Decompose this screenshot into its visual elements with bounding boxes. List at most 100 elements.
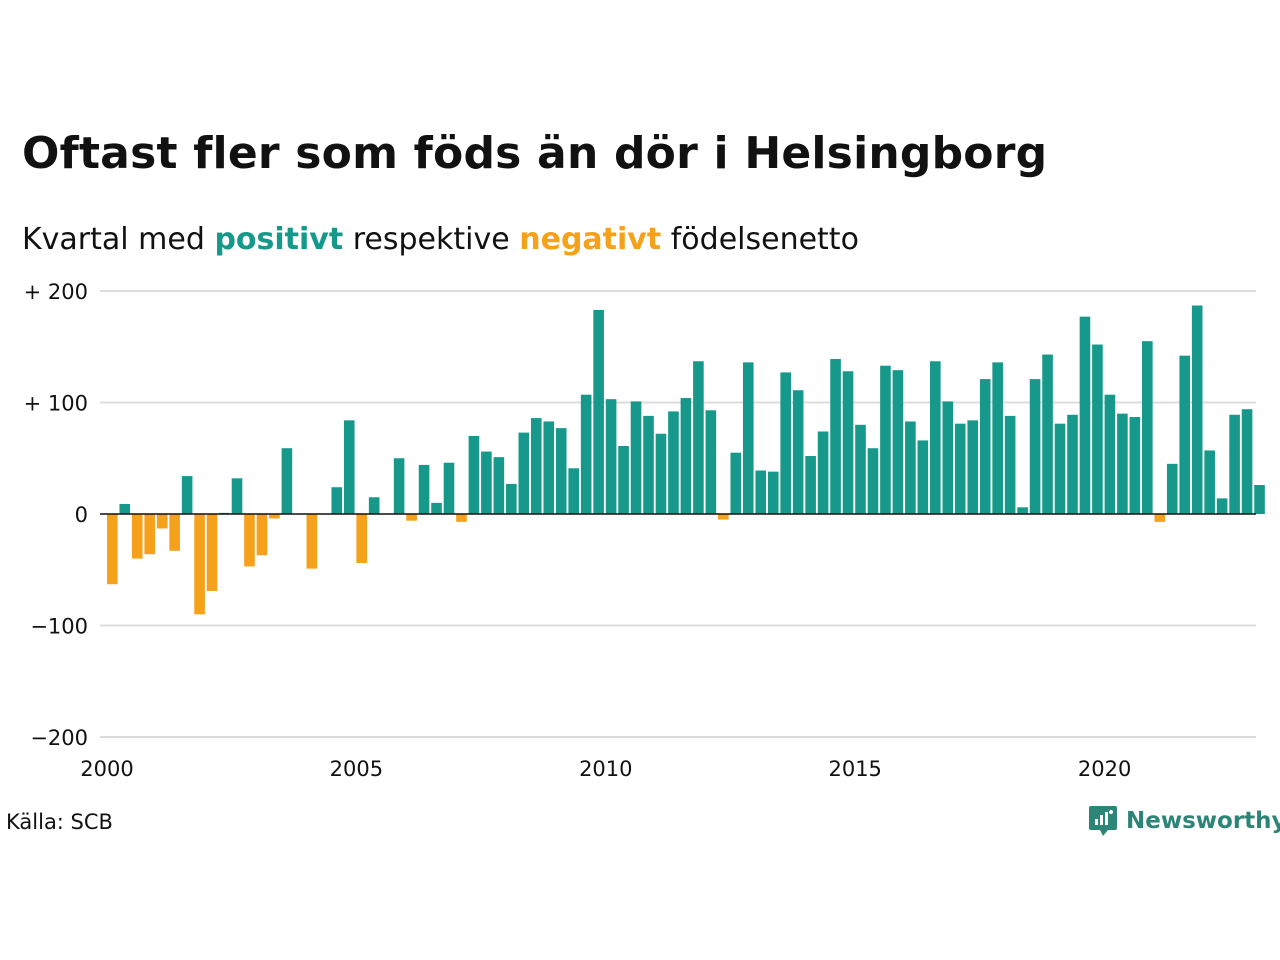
bar — [244, 514, 255, 567]
bar — [169, 514, 180, 551]
chart-subtitle: Kvartal med positivt respektive negativt… — [22, 222, 859, 257]
bar — [1204, 450, 1215, 514]
bar — [418, 464, 430, 514]
bar — [543, 421, 555, 514]
bar — [817, 431, 829, 514]
bar — [1104, 394, 1116, 514]
bar — [954, 423, 966, 514]
bar — [493, 457, 505, 514]
newsworthy-logo-icon — [1089, 806, 1117, 836]
bar — [693, 361, 704, 514]
bar — [107, 514, 118, 585]
subtitle-positive-word: positivt — [214, 222, 344, 257]
bar — [331, 487, 343, 514]
bar — [144, 514, 156, 555]
bar — [1166, 463, 1178, 514]
bar — [855, 424, 866, 514]
bar — [443, 462, 455, 514]
bar-chart: + 200 + 100 0 −100 −200 2000 2005 2010 2015 2020 — [24, 280, 1265, 781]
bar — [967, 420, 979, 514]
bar — [917, 440, 929, 514]
bar — [718, 514, 729, 520]
bar — [905, 421, 916, 514]
subtitle-prefix: Kvartal med — [22, 222, 205, 257]
bar — [1241, 409, 1253, 514]
bar — [1216, 498, 1228, 514]
bar — [1042, 354, 1053, 514]
bar — [742, 362, 754, 514]
bar — [1054, 423, 1066, 514]
bar — [680, 398, 692, 514]
bar — [306, 514, 318, 569]
bar — [830, 359, 841, 514]
bar — [456, 514, 467, 522]
bar — [867, 448, 879, 514]
bar — [1154, 514, 1166, 522]
x-tick-label: 2005 — [330, 757, 383, 781]
bar — [131, 514, 143, 559]
x-tick-label: 2020 — [1078, 757, 1131, 781]
x-tick-label: 2000 — [80, 757, 133, 781]
bar — [256, 514, 268, 556]
brand-logo: Newsworthy — [1088, 804, 1280, 838]
bar — [1079, 316, 1091, 514]
bar — [568, 468, 579, 514]
bar — [1092, 344, 1103, 514]
bar — [792, 390, 804, 514]
bar — [880, 365, 891, 514]
y-tick-label: −200 — [30, 726, 88, 750]
bar — [593, 309, 604, 514]
bar — [431, 502, 442, 514]
bar — [842, 371, 854, 514]
bar — [1017, 507, 1028, 514]
bar — [194, 514, 205, 615]
bar — [406, 514, 417, 521]
bar — [231, 478, 243, 514]
bar — [1191, 305, 1203, 514]
y-tick-label: + 200 — [24, 280, 88, 304]
chart-title: Oftast fler som föds än dör i Helsingbor… — [22, 128, 1048, 179]
bar — [979, 379, 991, 514]
bar — [1142, 341, 1153, 514]
bar — [156, 514, 168, 529]
bar — [269, 514, 280, 519]
bar — [755, 470, 767, 514]
bar — [518, 432, 530, 514]
bar — [468, 435, 480, 514]
bar — [655, 433, 667, 514]
bar — [780, 372, 791, 514]
bar — [181, 476, 193, 514]
bar — [530, 418, 542, 514]
bar — [1067, 414, 1078, 514]
subtitle-middle: respektive — [352, 222, 510, 257]
bar — [506, 483, 517, 514]
bar — [281, 448, 293, 514]
bar — [481, 451, 492, 514]
bar — [805, 456, 816, 514]
bar — [767, 471, 779, 514]
bar — [942, 401, 954, 514]
bar — [730, 452, 742, 514]
source-note: Källa: SCB — [6, 810, 113, 834]
y-tick-label: −100 — [30, 615, 88, 639]
bar — [356, 514, 367, 564]
bar — [618, 445, 629, 514]
bar — [1117, 413, 1128, 514]
bar — [668, 411, 679, 514]
bar — [1129, 416, 1141, 514]
y-tick-label: 0 — [75, 503, 88, 527]
brand-name: Newsworthy — [1126, 808, 1280, 834]
bar — [605, 399, 617, 514]
bar — [705, 410, 717, 514]
bar — [119, 503, 131, 514]
bar — [343, 420, 355, 514]
bar — [630, 401, 642, 514]
x-tick-label: 2015 — [828, 757, 881, 781]
bar — [555, 428, 567, 514]
bar — [206, 514, 218, 591]
x-tick-label: 2010 — [579, 757, 632, 781]
bar — [643, 415, 654, 514]
bar — [1004, 415, 1016, 514]
bar — [368, 497, 380, 514]
y-tick-label: + 100 — [24, 392, 88, 416]
